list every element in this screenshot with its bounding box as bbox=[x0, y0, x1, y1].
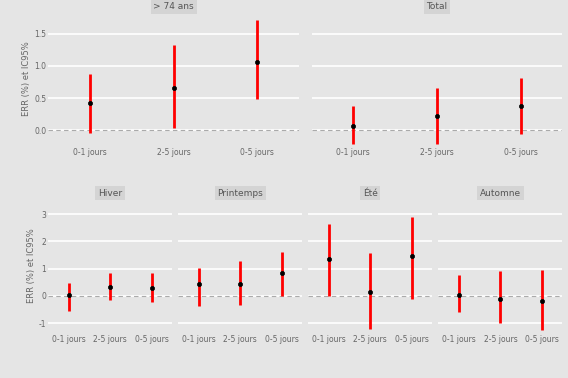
Title: > 74 ans: > 74 ans bbox=[153, 2, 194, 11]
Y-axis label: ERR (%) et IC95%: ERR (%) et IC95% bbox=[22, 42, 31, 116]
Title: Été: Été bbox=[363, 189, 378, 198]
Y-axis label: ERR (%) et IC95%: ERR (%) et IC95% bbox=[27, 228, 36, 302]
Title: Total: Total bbox=[427, 2, 448, 11]
Title: Hiver: Hiver bbox=[98, 189, 122, 198]
Title: Automne: Automne bbox=[480, 189, 521, 198]
Title: Printemps: Printemps bbox=[218, 189, 263, 198]
